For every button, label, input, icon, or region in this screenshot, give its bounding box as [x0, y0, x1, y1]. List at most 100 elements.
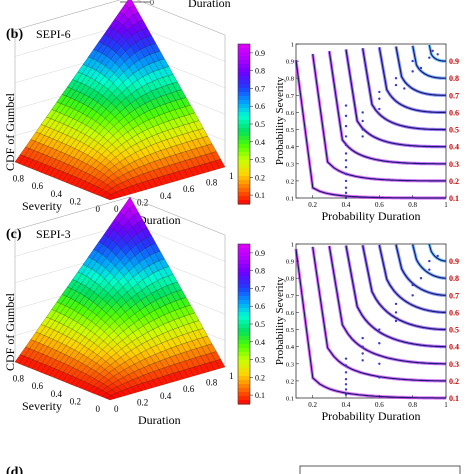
observed-point [344, 388, 348, 391]
contour-line [412, 45, 446, 79]
contour-level-label: 0.1 [449, 394, 459, 403]
contour-line [328, 245, 446, 365]
contour-y-tick-label: 0.4 [286, 344, 295, 351]
contour-frame [295, 243, 447, 399]
x-tick-label: 0.8 [206, 178, 218, 188]
surface-facet [105, 395, 116, 401]
observed-point [361, 119, 364, 123]
observed-point [436, 53, 439, 56]
contour-line [395, 46, 446, 96]
contour-y-tick-label: 0.1 [286, 396, 294, 403]
observed-point [344, 371, 348, 374]
colorbar-tick-label: 0.3 [255, 356, 265, 365]
observed-point [344, 124, 348, 128]
observed-point [344, 135, 348, 138]
contour-y-tick-label: 0.7 [286, 93, 295, 100]
contour-y-tick-label: 1 [291, 42, 294, 49]
observed-point [394, 302, 398, 306]
colorbar-tick-label: 0.6 [255, 102, 265, 111]
colorbar-segment [238, 100, 250, 105]
contour-level-label: 0.7 [449, 91, 459, 100]
colorbar-segment [238, 148, 250, 153]
colorbar: 0.1 0.2 0.3 0.4 0.5 0.6 0.7 0.8 0.9 [237, 43, 265, 205]
observed-point [344, 114, 348, 118]
contour-line [395, 244, 446, 296]
colorbar-segment [238, 64, 250, 69]
colorbar-segment [238, 104, 250, 109]
contour-level-label: 0.4 [449, 143, 459, 152]
colorbar-segment [238, 60, 250, 65]
observed-point [344, 166, 348, 169]
observed-point [378, 90, 381, 94]
colorbar-segment [238, 168, 250, 173]
colorbar-segment [238, 260, 250, 265]
contour-level-label: 0.8 [449, 274, 459, 283]
x-tick-label: 0.4 [160, 391, 172, 401]
observed-point [378, 97, 381, 100]
x-tick-label: 0.6 [183, 184, 195, 194]
contour-frame [295, 43, 447, 199]
observed-point [411, 294, 414, 297]
colorbar-segment [238, 324, 250, 329]
colorbar-segment [238, 344, 250, 349]
colorbar-segment [238, 332, 250, 337]
contour-line [328, 51, 446, 165]
observed-point [411, 70, 414, 73]
colorbar-segment [238, 156, 250, 161]
colorbar-segment [238, 340, 250, 345]
colorbar-segment [238, 72, 250, 77]
x-tick-label: 1 [229, 171, 234, 181]
contour-x-tick-label: 1 [444, 201, 448, 209]
colorbar-tick-label: 0.2 [255, 373, 265, 382]
x-tick-label: 1 [229, 371, 234, 381]
colorbar-segment [238, 276, 250, 281]
contour-y-tick-label: 0.2 [286, 178, 294, 185]
observed-point [344, 152, 348, 155]
colorbar-segment [238, 180, 250, 185]
observed-point [378, 328, 381, 331]
colorbar-segment [238, 48, 250, 53]
colorbar-segment [238, 352, 250, 357]
observed-point [378, 362, 381, 365]
y-tick-label: 0.4 [51, 189, 63, 199]
observed-point [394, 311, 398, 314]
colorbar-tick-label: 0.4 [255, 338, 265, 347]
contour-line [362, 48, 446, 131]
contour-y-tick-label: 0.3 [286, 161, 294, 168]
observed-point [428, 268, 431, 271]
observed-point [361, 111, 364, 114]
contour-line [428, 244, 446, 262]
contour-x-tick-label: 0.8 [408, 201, 417, 209]
colorbar-tick-label: 0.9 [255, 49, 265, 58]
colorbar-segment [238, 312, 250, 317]
x-tick-label: 0 [114, 404, 119, 414]
colorbar-segment [238, 96, 250, 101]
colorbar-segment [238, 388, 250, 393]
y-tick-label: 0 [96, 404, 101, 414]
colorbar-segment [238, 84, 250, 89]
observed-point [344, 104, 348, 107]
colorbar-segment [238, 400, 250, 405]
observed-point [428, 259, 431, 263]
contour-level-label: 0.5 [449, 326, 459, 335]
y-tick-label: 0 [96, 204, 101, 214]
panel-title: SEPI-6 [36, 27, 71, 41]
contour-line [362, 245, 446, 331]
contour-line [312, 246, 446, 382]
colorbar-segment [238, 376, 250, 381]
colorbar-segment [238, 372, 250, 377]
colorbar-segment [238, 348, 250, 353]
colorbar-segment [238, 116, 250, 121]
contour-y-tick-label: 0.6 [286, 310, 295, 317]
x-tick-label: 0.8 [206, 378, 218, 388]
observed-point [394, 83, 398, 87]
colorbar-segment [238, 272, 250, 277]
observed-point [394, 77, 398, 80]
observed-point [344, 377, 348, 381]
colorbar-segment [238, 200, 250, 205]
colorbar-tick-label: 0.5 [255, 320, 265, 329]
colorbar-segment [238, 120, 250, 125]
observed-point [361, 352, 364, 355]
colorbar-segment [238, 184, 250, 189]
